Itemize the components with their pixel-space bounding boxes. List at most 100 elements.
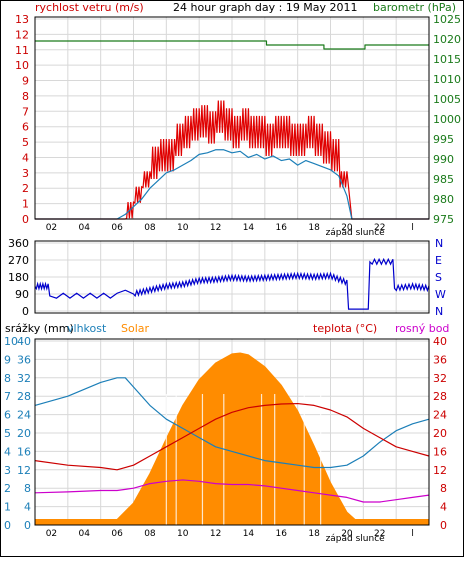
solar-area — [34, 352, 430, 526]
rain-tick-8: 8 — [4, 372, 11, 385]
compass-tick-0: N — [435, 237, 443, 250]
rain-tick-0: 0 — [4, 519, 11, 532]
hum-tick-5: 20 — [17, 427, 31, 440]
x-tick-0-2: 06 — [111, 223, 123, 233]
wind-tick-10: 10 — [15, 59, 29, 72]
x-tick-1-11: l — [411, 529, 414, 539]
panel-bot — [34, 338, 430, 526]
x-tick-0-11: l — [411, 223, 414, 233]
hum-tick-6: 24 — [17, 409, 31, 422]
left-axis-title: rychlost vetru (m/s) — [35, 1, 144, 14]
baro-tick-7: 1010 — [433, 73, 461, 86]
dir-tick-1: 90 — [15, 288, 29, 301]
right-axis-title: barometr (hPa) — [373, 1, 456, 14]
x-tick-0-6: 14 — [243, 223, 255, 233]
hum-tick-2: 8 — [24, 482, 31, 495]
x-tick-1-7: 16 — [276, 529, 288, 539]
temp-tick-6: 24 — [433, 409, 447, 422]
solar-fill — [34, 352, 430, 526]
wind-tick-13: 13 — [15, 13, 29, 26]
pressure-line — [35, 40, 429, 50]
panel-frames — [34, 16, 430, 526]
wind-tick-11: 11 — [15, 44, 29, 57]
dir-tick-4: 360 — [8, 237, 29, 250]
panel-top — [34, 16, 430, 220]
rain-tick-5: 5 — [4, 427, 11, 440]
rain-tick-7: 7 — [4, 390, 11, 403]
x-tick-0-5: 12 — [210, 223, 221, 233]
axis-labels: rychlost vetru (m/s) 24 hour graph day :… — [4, 1, 461, 544]
baro-tick-4: 995 — [433, 133, 454, 146]
wind-tick-7: 7 — [22, 105, 29, 118]
rain-tick-4: 4 — [4, 445, 11, 458]
wind-tick-5: 5 — [22, 136, 29, 149]
temp-tick-3: 12 — [433, 464, 447, 477]
sunset-label-1: západ slunce — [326, 534, 386, 544]
baro-tick-8: 1015 — [433, 53, 461, 66]
wind-tick-8: 8 — [22, 90, 29, 103]
temp-tick-0: 0 — [440, 519, 447, 532]
chart-title: 24 hour graph day : 19 May 2011 — [173, 1, 358, 14]
x-tick-1-3: 08 — [144, 529, 156, 539]
baro-tick-0: 975 — [433, 213, 454, 226]
hum-tick-4: 16 — [17, 445, 31, 458]
wind-tick-4: 4 — [22, 151, 29, 164]
rain-tick-10: 10 — [4, 335, 18, 348]
baro-tick-10: 1025 — [433, 13, 461, 26]
compass-tick-4: N — [435, 305, 443, 318]
temp-tick-9: 36 — [433, 353, 447, 366]
baro-tick-5: 1000 — [433, 113, 461, 126]
temp-tick-1: 4 — [440, 501, 447, 514]
humidity-legend: vlhkost — [67, 322, 107, 335]
x-tick-1-10: 22 — [374, 529, 385, 539]
x-tick-1-5: 12 — [210, 529, 221, 539]
wind-tick-3: 3 — [22, 167, 29, 180]
hum-tick-0: 0 — [24, 519, 31, 532]
hum-tick-8: 32 — [17, 372, 31, 385]
x-tick-0-4: 10 — [177, 223, 189, 233]
weather-graph: rychlost vetru (m/s) 24 hour graph day :… — [4, 1, 461, 544]
wind-gust-line — [35, 100, 429, 220]
x-tick-1-2: 06 — [111, 529, 123, 539]
baro-tick-1: 980 — [433, 193, 454, 206]
temperature-line — [34, 402, 430, 471]
dir-tick-2: 180 — [8, 271, 29, 284]
baro-tick-3: 990 — [433, 153, 454, 166]
temp-tick-5: 20 — [433, 427, 447, 440]
temp-tick-10: 40 — [433, 335, 447, 348]
wind-tick-6: 6 — [22, 121, 29, 134]
hum-tick-3: 12 — [17, 464, 31, 477]
x-tick-0-8: 18 — [308, 223, 320, 233]
hum-tick-1: 4 — [24, 501, 31, 514]
x-tick-1-1: 04 — [79, 529, 91, 539]
rain-tick-6: 6 — [4, 409, 11, 422]
wind-tick-9: 9 — [22, 75, 29, 88]
compass-tick-3: W — [435, 288, 446, 301]
x-tick-1-8: 18 — [308, 529, 320, 539]
x-tick-0-9: 20 — [341, 223, 353, 233]
dir-tick-0: 0 — [22, 305, 29, 318]
x-tick-1-0: 02 — [46, 529, 57, 539]
panel-mid — [34, 240, 430, 314]
wind-average-line — [35, 149, 429, 220]
wind-tick-2: 2 — [22, 182, 29, 195]
temperature-legend: teplota (°C) — [313, 322, 377, 335]
compass-tick-2: S — [435, 271, 442, 284]
temp-tick-8: 32 — [433, 372, 447, 385]
humidity-line — [34, 377, 430, 469]
temp-tick-2: 8 — [440, 482, 447, 495]
temp-tick-4: 16 — [433, 445, 447, 458]
wind-direction-line — [34, 257, 430, 310]
x-tick-0-1: 04 — [79, 223, 91, 233]
rain-tick-1: 1 — [4, 501, 11, 514]
solar-legend: Solar — [121, 322, 150, 335]
x-tick-1-4: 10 — [177, 529, 189, 539]
rain-tick-3: 3 — [4, 464, 11, 477]
rain-axis-title: srážky (mm) — [5, 322, 74, 335]
x-tick-0-7: 16 — [276, 223, 288, 233]
rain-tick-9: 9 — [4, 353, 11, 366]
hum-tick-10: 40 — [17, 335, 31, 348]
hum-tick-9: 36 — [17, 353, 31, 366]
baro-tick-2: 985 — [433, 173, 454, 186]
dir-tick-3: 270 — [8, 254, 29, 267]
